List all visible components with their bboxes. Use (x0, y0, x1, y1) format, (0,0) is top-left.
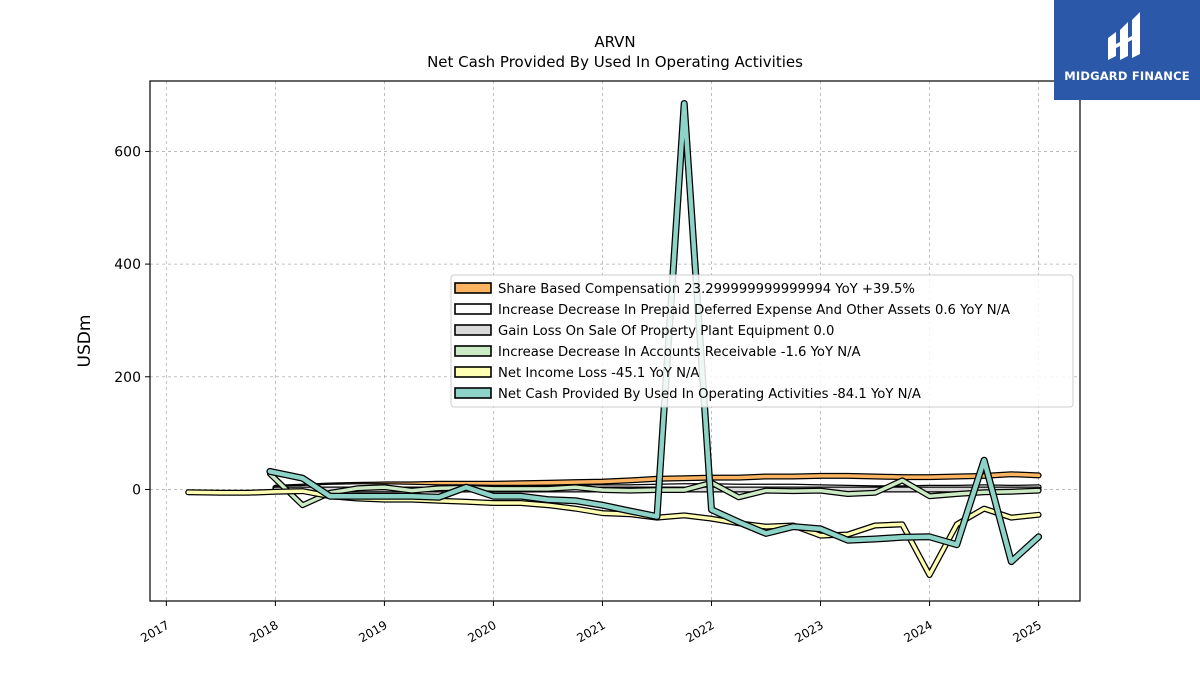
legend-entry: Gain Loss On Sale Of Property Plant Equi… (498, 324, 834, 339)
x-tick-label: 2024 (901, 618, 934, 645)
legend-entry: Net Cash Provided By Used In Operating A… (498, 387, 921, 402)
series-outline (185, 488, 1042, 579)
legend-entry: Net Income Loss -45.1 YoY N/A (498, 366, 699, 381)
logo-mark-icon (1108, 12, 1140, 60)
chart-subtitle: Net Cash Provided By Used In Operating A… (427, 53, 803, 71)
logo-text: MIDGARD FINANCE (1064, 69, 1190, 83)
series-stroke (186, 489, 1041, 577)
legend-swatch (454, 345, 492, 357)
series-line-4 (185, 488, 1042, 579)
legend-entry: Increase Decrease In Accounts Receivable… (498, 345, 861, 360)
legend-entry: Share Based Compensation 23.299999999999… (498, 282, 915, 297)
x-tick-label: 2017 (138, 618, 171, 645)
legend-swatch (454, 282, 492, 294)
legend-swatch (454, 324, 492, 336)
legend-swatch (454, 366, 492, 378)
x-tick-label: 2021 (574, 618, 607, 645)
series-lines (185, 100, 1043, 579)
y-tick-label: 400 (114, 257, 141, 273)
x-tick-label: 2023 (792, 618, 825, 645)
x-tick-label: 2019 (356, 618, 389, 645)
series-line-5 (266, 100, 1043, 566)
legend-entry: Increase Decrease In Prepaid Deferred Ex… (498, 303, 1010, 318)
y-tick-label: 600 (114, 144, 141, 160)
y-tick-label: 0 (132, 482, 141, 498)
series-stroke (267, 101, 1041, 564)
midgard-finance-logo: MIDGARD FINANCE (1054, 0, 1200, 100)
x-tick-label: 2022 (683, 618, 716, 645)
legend: Share Based Compensation 23.299999999999… (450, 274, 1074, 408)
legend-frame (450, 274, 1074, 408)
x-tick-label: 2025 (1010, 618, 1043, 645)
legend-swatch (454, 387, 492, 399)
plot-frame (149, 80, 1081, 602)
x-tick-label: 2018 (247, 618, 280, 645)
y-axis-label: USDm (75, 315, 95, 368)
chart-title: ARVN (594, 33, 635, 51)
y-tick-label: 200 (114, 370, 141, 386)
x-tick-label: 2020 (465, 618, 498, 645)
legend-swatch (454, 303, 492, 315)
